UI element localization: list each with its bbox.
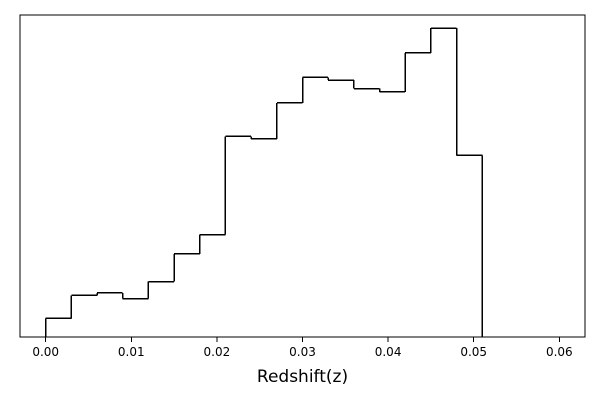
histogram-steps bbox=[44, 27, 484, 337]
x-tick-label: 0.05 bbox=[460, 345, 487, 359]
x-tick-label: 0.02 bbox=[204, 345, 231, 359]
plot-area bbox=[20, 15, 585, 337]
x-axis-label: Redshift(z) bbox=[257, 367, 348, 387]
x-tick-label: 0.00 bbox=[32, 345, 59, 359]
x-tick-label: 0.01 bbox=[118, 345, 145, 359]
x-tick-label: 0.03 bbox=[289, 345, 316, 359]
x-tick-label: 0.04 bbox=[375, 345, 402, 359]
x-axis-ticks: 0.00 0.01 0.02 0.03 0.04 0.05 0.06 bbox=[32, 337, 573, 359]
x-tick-label: 0.06 bbox=[546, 345, 573, 359]
